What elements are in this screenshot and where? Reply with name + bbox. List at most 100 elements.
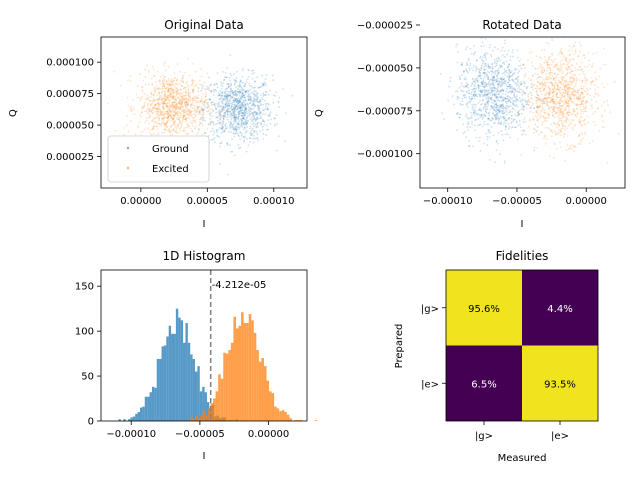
scatter-point-ground <box>224 103 227 106</box>
scatter-point-excited <box>191 102 194 104</box>
scatter-point-excited <box>561 105 564 108</box>
scatter-point-excited <box>181 96 184 98</box>
scatter-point-ground <box>254 94 256 96</box>
scatter-point-ground <box>491 117 493 119</box>
scatter-point-ground <box>500 123 502 126</box>
scatter-point-ground <box>248 115 251 117</box>
scatter-point-ground <box>259 110 262 113</box>
scatter-point-ground <box>512 102 515 105</box>
scatter-point-excited <box>223 112 225 114</box>
scatter-point-excited <box>178 116 181 118</box>
scatter-point-excited <box>553 105 555 108</box>
scatter-point-ground <box>241 102 244 104</box>
scatter-point-excited <box>158 122 161 125</box>
scatter-point-ground <box>203 108 206 111</box>
scatter-point-ground <box>515 98 518 100</box>
scatter-point-ground <box>238 126 240 129</box>
scatter-point-ground <box>221 126 224 129</box>
scatter-point-ground <box>492 112 494 114</box>
scatter-point-ground <box>256 136 259 139</box>
scatter-point-excited <box>194 96 197 99</box>
scatter-point-ground <box>222 117 225 120</box>
scatter-point-ground <box>248 102 251 104</box>
scatter-point-ground <box>534 123 536 126</box>
scatter-point-excited <box>568 45 571 47</box>
scatter-point-excited <box>527 93 530 95</box>
scatter-point-ground <box>511 126 514 128</box>
histogram-bar-ground <box>180 320 184 421</box>
scatter-point-ground <box>477 102 480 104</box>
scatter-point-ground <box>207 101 209 104</box>
scatter-point-excited <box>165 122 168 125</box>
scatter-point-ground <box>264 99 266 102</box>
scatter-point-ground <box>479 116 482 119</box>
scatter-point-ground <box>467 123 470 126</box>
scatter-point-excited <box>536 106 539 109</box>
scatter-point-excited <box>171 84 173 86</box>
scatter-point-excited <box>557 65 559 68</box>
histogram-bar-ground <box>135 413 138 421</box>
scatter-point-ground <box>448 85 451 88</box>
scatter-point-ground <box>518 113 520 116</box>
scatter-point-ground <box>518 70 521 73</box>
scatter-point-ground <box>231 108 234 111</box>
scatter-point-ground <box>496 80 498 82</box>
scatter-point-ground <box>525 103 528 106</box>
scatter-point-ground <box>245 130 248 133</box>
scatter-point-excited <box>559 141 561 144</box>
scatter-point-excited <box>184 110 187 113</box>
scatter-point-ground <box>252 69 255 72</box>
scatter-point-excited <box>174 120 176 122</box>
scatter-point-ground <box>259 130 262 133</box>
scatter-point-excited <box>166 105 168 108</box>
scatter-point-excited <box>161 91 164 94</box>
scatter-point-ground <box>245 116 248 119</box>
scatter-point-excited <box>154 104 157 107</box>
scatter-point-excited <box>580 88 583 90</box>
scatter-point-ground <box>239 109 242 112</box>
scatter-point-excited <box>170 104 173 107</box>
scatter-point-ground <box>229 110 232 113</box>
scatter-point-excited <box>165 105 168 108</box>
scatter-point-ground <box>233 108 236 110</box>
scatter-point-excited <box>185 117 188 120</box>
scatter-point-excited <box>582 103 585 106</box>
scatter-point-ground <box>240 119 243 122</box>
scatter-point-excited <box>169 111 171 113</box>
scatter-point-excited <box>153 99 156 101</box>
scatter-point-ground <box>501 133 504 136</box>
scatter-point-ground <box>241 95 243 98</box>
scatter-point-ground <box>267 93 270 96</box>
scatter-point-ground <box>499 105 502 108</box>
scatter-point-ground <box>246 122 249 124</box>
scatter-point-excited <box>166 84 169 86</box>
scatter-point-excited <box>547 85 550 88</box>
scatter-point-excited <box>180 79 183 82</box>
scatter-point-excited <box>154 107 157 110</box>
scatter-point-excited <box>184 71 186 74</box>
scatter-point-excited <box>559 118 562 121</box>
scatter-point-excited <box>561 72 564 74</box>
scatter-point-ground <box>497 67 500 70</box>
scatter-point-excited <box>155 84 158 87</box>
scatter-point-excited <box>158 80 161 83</box>
scatter-point-excited <box>176 84 179 86</box>
scatter-point-excited <box>589 81 592 84</box>
scatter-point-ground <box>236 90 239 93</box>
scatter-point-ground <box>516 95 518 98</box>
scatter-point-excited <box>188 74 191 77</box>
scatter-point-ground <box>230 97 233 100</box>
scatter-point-ground <box>224 112 226 114</box>
scatter-point-ground <box>237 122 240 124</box>
scatter-point-ground <box>533 83 536 86</box>
scatter-point-ground <box>482 80 484 83</box>
scatter-point-ground <box>237 111 239 113</box>
scatter-point-excited <box>532 88 535 91</box>
scatter-point-ground <box>490 88 493 91</box>
scatter-point-excited <box>182 106 184 108</box>
scatter-point-ground <box>522 63 525 66</box>
scatter-point-ground <box>220 94 223 97</box>
scatter-point-excited <box>210 112 213 115</box>
scatter-point-ground <box>231 103 234 106</box>
scatter-point-excited <box>559 61 562 63</box>
